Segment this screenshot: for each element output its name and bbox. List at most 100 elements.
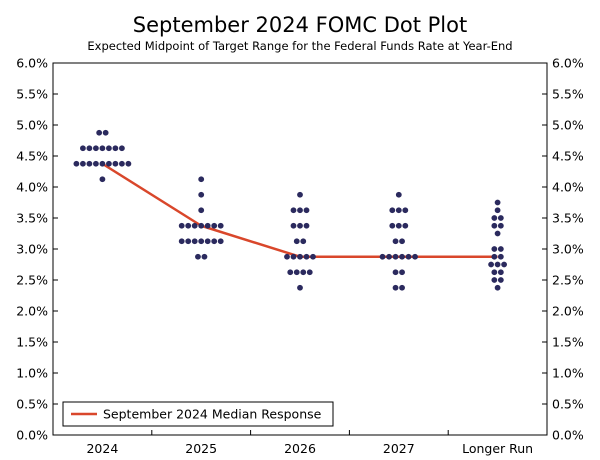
dot-point	[399, 269, 405, 276]
dot-point	[102, 129, 109, 136]
y-tick-label-right: 3.0%	[552, 242, 584, 257]
y-tick-label-right: 5.0%	[552, 118, 584, 133]
dot-point	[399, 238, 405, 245]
dot-point	[491, 269, 498, 276]
dot-point	[293, 269, 300, 276]
dot-point	[402, 222, 409, 229]
dots-layer	[73, 129, 507, 291]
dot-point	[96, 129, 103, 136]
dot-point	[399, 253, 405, 260]
y-tick-label-left: 5.5%	[16, 87, 48, 102]
dot-point	[392, 284, 399, 291]
dot-point	[106, 160, 112, 167]
dot-point	[497, 277, 504, 283]
dot-point	[497, 215, 504, 221]
dot-point	[191, 222, 198, 229]
dot-point	[497, 253, 504, 260]
dot-point	[303, 222, 310, 229]
dot-point	[198, 176, 205, 183]
y-tick-label-left: 5.0%	[16, 118, 48, 133]
y-tick-label-right: 1.0%	[552, 366, 584, 381]
dot-point	[93, 160, 99, 167]
dot-point	[501, 261, 507, 268]
dot-point	[300, 238, 307, 245]
dot-point	[297, 222, 303, 229]
dot-point	[494, 199, 501, 206]
dot-point	[112, 145, 119, 152]
y-tick-label-right: 5.5%	[552, 87, 584, 102]
dot-point	[494, 230, 501, 237]
dot-point	[198, 191, 205, 198]
chart-subtitle: Expected Midpoint of Target Range for th…	[87, 39, 512, 53]
dot-point	[198, 222, 205, 229]
dot-point	[191, 238, 198, 245]
legend-box	[62, 401, 334, 427]
dot-point	[112, 160, 119, 167]
dot-point	[491, 253, 498, 260]
y-tick-label-left: 3.5%	[16, 211, 48, 226]
dot-point	[379, 253, 386, 260]
y-tick-label-left: 1.0%	[16, 366, 48, 381]
dot-point	[195, 253, 201, 260]
dot-point	[491, 246, 498, 252]
dot-point	[204, 238, 211, 245]
dot-point	[297, 253, 303, 260]
dot-point	[125, 160, 132, 167]
dot-point	[211, 222, 218, 229]
dot-point	[99, 145, 106, 152]
x-tick-label: Longer Run	[462, 441, 533, 456]
y-tick-label-left: 1.5%	[16, 335, 48, 350]
dot-point	[99, 176, 106, 183]
x-tick-label: 2024	[86, 441, 118, 456]
dot-point	[395, 222, 402, 229]
dot-point	[198, 207, 205, 214]
dot-point	[178, 238, 185, 245]
dot-point	[293, 238, 300, 245]
chart-title: September 2024 FOMC Dot Plot	[133, 13, 467, 37]
y-axis-left: 0.0% 0.5% 1.0% 1.5% 2.0% 2.5% 3.0% 3.5% 4.0% 4.5%…	[16, 56, 58, 443]
dot-point	[395, 207, 402, 214]
dot-point	[497, 222, 504, 229]
plot-area-frame	[52, 62, 548, 436]
dot-point	[494, 207, 501, 214]
legend-label: September 2024 Median Response	[103, 407, 322, 422]
dot-point	[303, 207, 310, 214]
y-tick-label-left: 4.0%	[16, 180, 48, 195]
dot-point	[389, 222, 396, 229]
y-axis-right: 0.0% 0.5% 1.0% 1.5% 2.0% 2.5% 3.0% 3.5% 4.0% 4.5%…	[542, 56, 584, 443]
dot-point	[405, 253, 412, 260]
y-tick-label-right: 4.0%	[552, 180, 584, 195]
dot-point	[290, 253, 297, 260]
dot-point	[297, 284, 303, 291]
dot-point	[217, 238, 224, 245]
dot-point	[198, 238, 205, 245]
y-tick-label-right: 1.5%	[552, 335, 584, 350]
dot-point	[389, 207, 396, 214]
y-tick-label-left: 2.5%	[16, 273, 48, 288]
y-tick-label-right: 0.5%	[552, 397, 584, 412]
dot-point	[303, 253, 310, 260]
dot-point	[204, 222, 211, 229]
y-tick-label-left: 4.5%	[16, 149, 48, 164]
dot-point	[494, 284, 501, 291]
dot-point	[386, 253, 392, 260]
dot-point	[119, 145, 125, 152]
dot-point	[201, 253, 208, 260]
dot-point	[497, 246, 504, 252]
dot-point	[402, 207, 409, 214]
dot-point	[491, 215, 498, 221]
x-tick-label: 2025	[185, 441, 217, 456]
dot-point	[412, 253, 418, 260]
dot-point	[290, 222, 297, 229]
x-tick-label: 2026	[284, 441, 316, 456]
dot-point	[185, 238, 192, 245]
dot-point	[185, 222, 192, 229]
dot-point	[392, 238, 399, 245]
dot-point	[297, 191, 303, 198]
y-tick-label-left: 3.0%	[16, 242, 48, 257]
legend: September 2024 Median Response	[62, 401, 334, 427]
dot-point	[73, 160, 80, 167]
dot-point	[86, 160, 93, 167]
dot-point	[86, 145, 93, 152]
